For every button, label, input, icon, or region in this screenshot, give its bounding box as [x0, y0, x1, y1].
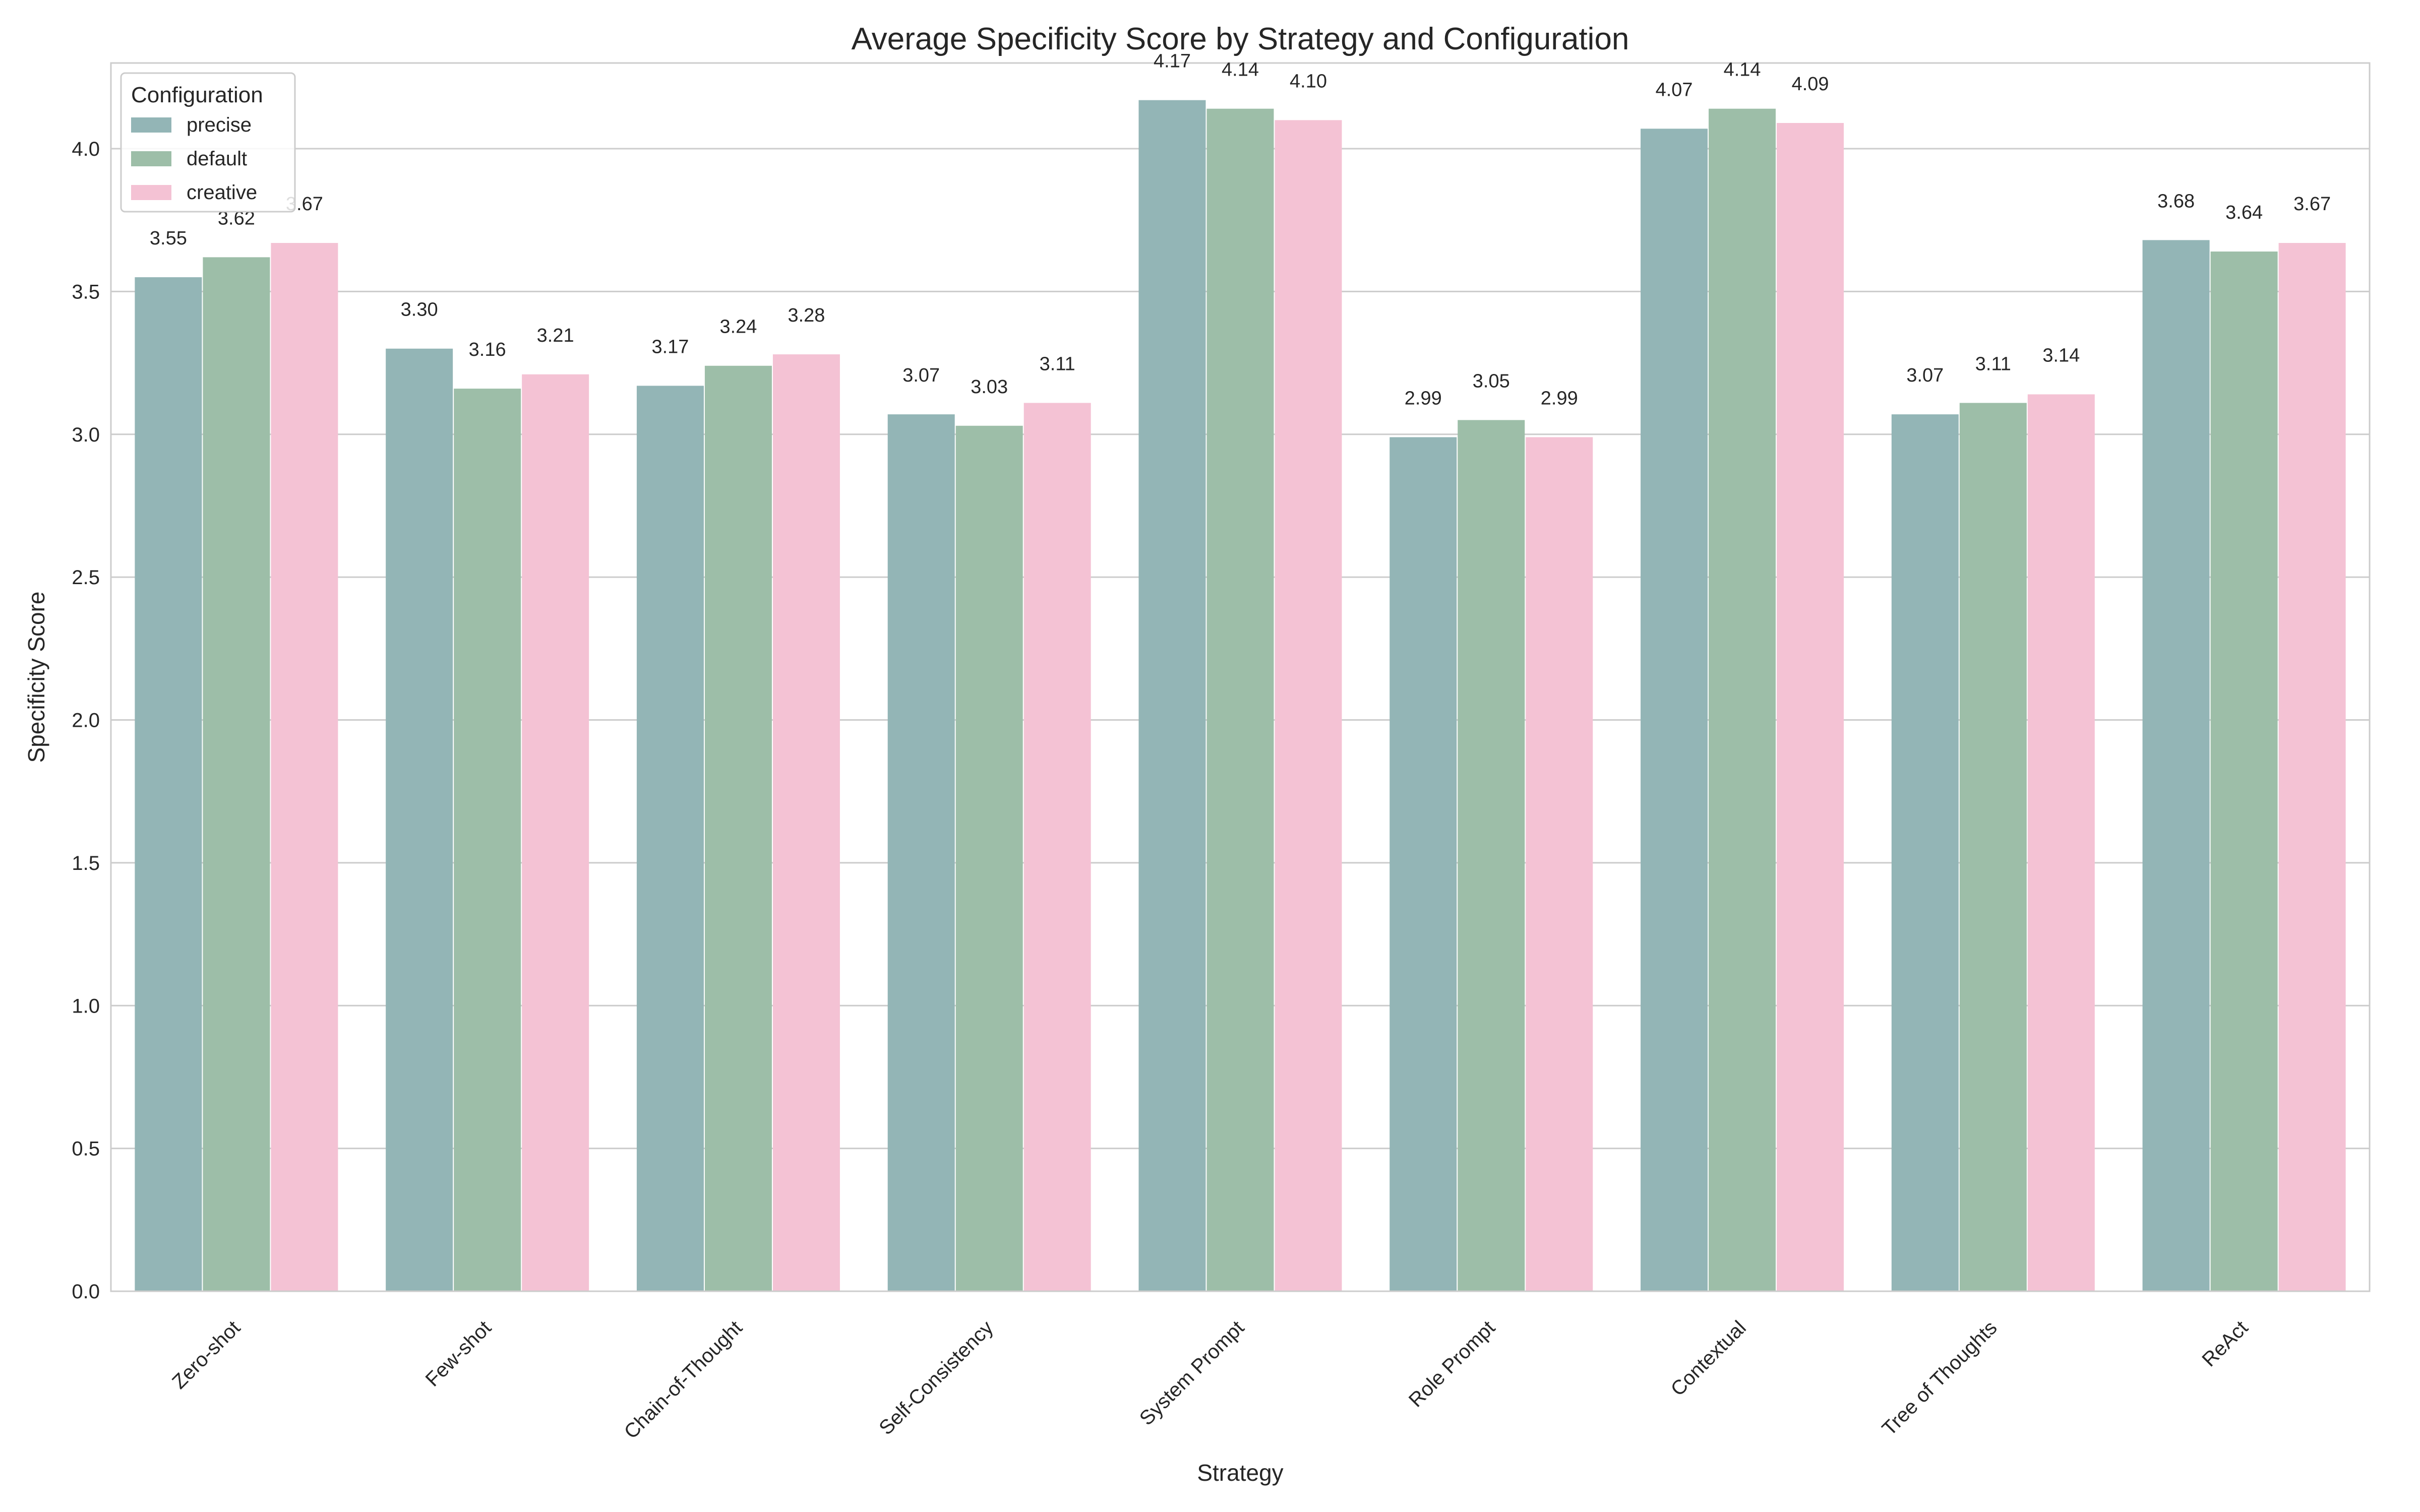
bar-value-label: 3.55: [150, 228, 187, 249]
bar-value-label: 3.11: [1040, 353, 1075, 374]
bar-creative: [271, 243, 338, 1291]
bar-value-label: 2.99: [1541, 388, 1578, 409]
legend-swatch-precise: [131, 117, 171, 133]
y-tick-label: 2.5: [72, 566, 100, 589]
legend-box: [120, 72, 296, 213]
bar-precise: [386, 348, 453, 1292]
y-tick-label: 0.5: [72, 1138, 100, 1160]
bar-value-label: 3.03: [971, 376, 1008, 398]
bar-creative: [522, 374, 589, 1291]
legend-label: creative: [187, 181, 257, 204]
chart-title: Average Specificity Score by Strategy an…: [852, 22, 1629, 56]
x-tick-label: Few-shot: [421, 1316, 496, 1391]
bar-creative: [1777, 123, 1844, 1291]
bar-value-label: 3.14: [2042, 345, 2080, 366]
bar-value-label: 4.10: [1290, 71, 1327, 92]
bar-default: [955, 425, 1023, 1291]
x-axis-ticks: Zero-shot Few-shot Chain-of-Thought Self-Co…: [168, 1316, 2252, 1443]
y-axis-label: Specificity Score: [23, 591, 49, 763]
x-tick-label: Contextual: [1667, 1316, 1750, 1400]
bar-value-label: 3.24: [719, 317, 757, 338]
bar-value-label: 3.07: [1906, 365, 1944, 386]
bar-value-label: 2.99: [1405, 388, 1442, 409]
y-axis-ticks: 0.0 0.5 1.0 1.5 2.0 2.5 3.0 3.5 4.0: [72, 138, 100, 1303]
x-tick-label: Zero-shot: [168, 1316, 245, 1393]
bar-value-label: 3.21: [537, 325, 574, 346]
x-tick-label: System Prompt: [1135, 1316, 1248, 1429]
bar-default: [203, 257, 270, 1292]
legend-swatch-default: [131, 151, 171, 166]
y-tick-label: 2.0: [72, 710, 100, 732]
bar-value-label: 4.07: [1656, 79, 1693, 100]
legend-label: default: [187, 148, 247, 170]
bar-creative: [1526, 437, 1593, 1292]
y-tick-label: 1.5: [72, 852, 100, 874]
plot-frame: [110, 62, 2371, 1292]
x-tick-label: Tree of Thoughts: [1878, 1316, 2002, 1440]
bar-precise: [2142, 240, 2210, 1292]
bar-default: [2210, 251, 2278, 1291]
bar-value-label: 3.17: [651, 336, 689, 357]
y-tick-label: 3.5: [72, 281, 100, 303]
bar-creative: [772, 354, 840, 1291]
bar-precise: [1641, 129, 1708, 1292]
bar-precise: [1389, 437, 1457, 1292]
bar-precise: [1891, 414, 1959, 1291]
bar-value-label: 3.64: [2225, 202, 2263, 223]
bar-creative: [1275, 120, 1342, 1291]
bar-value-label: 4.09: [1792, 74, 1829, 95]
bar-value-label: 4.14: [1724, 59, 1761, 81]
bar-creative: [2278, 243, 2346, 1291]
x-tick-label: Self-Consistency: [875, 1316, 997, 1439]
bar-precise: [1138, 100, 1206, 1291]
x-tick-label: ReAct: [2198, 1316, 2252, 1371]
bar-creative: [2027, 394, 2095, 1291]
legend-title: Configuration: [131, 83, 263, 107]
bars: [135, 100, 2346, 1292]
x-tick-label: Chain-of-Thought: [620, 1316, 747, 1443]
bar-value-label: 3.68: [2157, 191, 2195, 212]
bar-value-label: 3.30: [401, 299, 438, 321]
y-tick-label: 3.0: [72, 424, 100, 446]
legend: Configuration precise default creative: [120, 72, 296, 213]
bar-default: [1959, 403, 2027, 1292]
x-tick-label: Role Prompt: [1405, 1316, 1499, 1411]
bar-default: [1709, 108, 1776, 1291]
bar-value-label: 4.14: [1222, 59, 1259, 81]
y-tick-label: 0.0: [72, 1281, 100, 1303]
legend-label: precise: [187, 114, 252, 136]
bar-value-label: 3.05: [1473, 370, 1510, 392]
bar-value-label: 3.28: [788, 305, 825, 326]
bar-value-label: 4.17: [1154, 51, 1191, 72]
y-tick-label: 1.0: [72, 995, 100, 1017]
bar-precise: [887, 414, 955, 1291]
bar-value-label: 3.07: [902, 365, 940, 386]
bar-value-label: 3.11: [1975, 353, 2011, 374]
bar-precise: [636, 386, 704, 1292]
bar-default: [1206, 108, 1274, 1291]
bar-value-labels: 3.553.623.673.303.163.213.173.243.283.07…: [150, 51, 2331, 409]
bar-default: [1458, 420, 1525, 1292]
bar-precise: [135, 277, 202, 1292]
bar-creative: [1023, 403, 1091, 1292]
bar-default: [454, 389, 521, 1291]
y-tick-label: 4.0: [72, 138, 100, 160]
bar-value-label: 3.67: [2293, 194, 2331, 215]
bar-default: [704, 365, 772, 1292]
bar-value-label: 3.16: [469, 339, 506, 360]
x-axis-label: Strategy: [1197, 1460, 1283, 1486]
legend-swatch-creative: [131, 185, 171, 200]
